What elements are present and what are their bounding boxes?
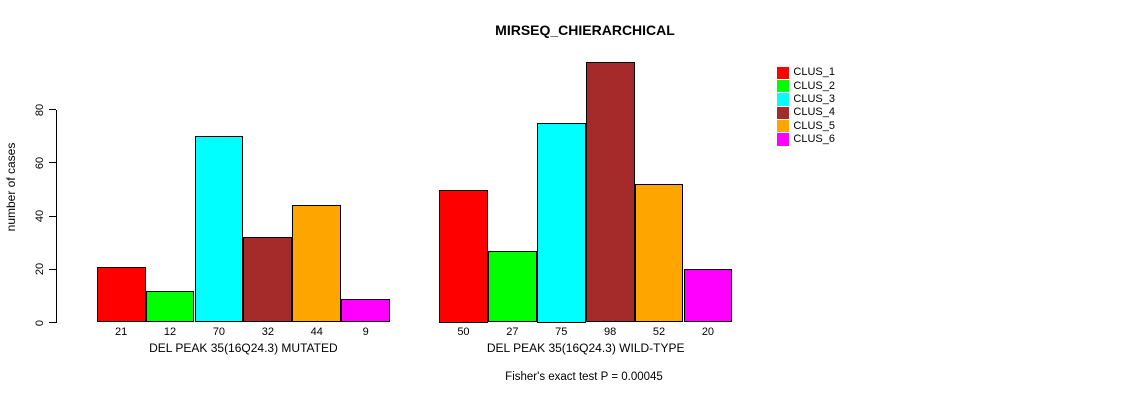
legend-item: CLUS_4: [777, 106, 835, 120]
bar-value-label: 9: [362, 326, 369, 338]
legend-color-swatch: [777, 79, 790, 93]
bar-value-label: 27: [506, 326, 519, 338]
bar-value-label: 98: [604, 326, 617, 338]
bar-value-label: 32: [261, 326, 274, 338]
y-tick-mark: [49, 162, 56, 164]
bar-value-label: 44: [310, 326, 323, 338]
y-tick-mark: [49, 109, 56, 111]
y-tick-label: 60: [34, 156, 46, 170]
bar-value-label: 50: [457, 326, 470, 338]
y-tick-mark: [49, 322, 56, 323]
y-tick-mark: [49, 268, 56, 270]
legend-item-label: CLUS_5: [793, 119, 835, 132]
legend-item-label: CLUS_6: [793, 133, 835, 146]
bar-clus_2: [487, 250, 537, 323]
chart-title: MIRSEQ_CHIERARCHICAL: [495, 22, 675, 38]
bar-clus_3: [536, 123, 586, 323]
x-group-label: DEL PEAK 35(16Q24.3) MUTATED: [149, 341, 338, 355]
y-tick-label: 20: [34, 263, 46, 276]
bar-value-label: 52: [652, 326, 666, 338]
bar-clus_1: [439, 189, 488, 323]
legend-color-swatch: [777, 93, 790, 106]
legend-color-swatch: [777, 133, 790, 146]
bar-clus_6: [683, 269, 733, 323]
bar-value-label: 75: [555, 326, 568, 338]
bar-clus_1: [96, 266, 146, 323]
y-tick-label: 80: [34, 103, 46, 116]
bar-value-label: 21: [115, 326, 128, 338]
legend-item: CLUS_2: [777, 79, 835, 93]
bar-clus_4: [243, 237, 293, 323]
legend-item-label: CLUS_4: [793, 106, 835, 119]
legend-item: CLUS_5: [777, 120, 835, 133]
legend-item: CLUS_6: [777, 133, 835, 146]
y-tick-mark: [49, 215, 56, 217]
fisher-test-annotation: Fisher's exact test P = 0.00045: [505, 371, 663, 383]
legend-color-swatch: [777, 106, 790, 120]
y-tick-label: 40: [34, 209, 46, 223]
bar-clus_5: [634, 184, 684, 323]
bar-clus_3: [194, 136, 244, 323]
legend-color-swatch: [777, 120, 790, 133]
bar-value-label: 70: [212, 326, 226, 338]
legend-item-label: CLUS_1: [793, 66, 835, 79]
y-axis-line: [56, 109, 57, 324]
legend-item-label: CLUS_2: [793, 79, 835, 92]
y-tick-label: 0: [34, 319, 46, 326]
legend-item: CLUS_1: [777, 66, 835, 79]
x-group-label: DEL PEAK 35(16Q24.3) WILD-TYPE: [486, 341, 685, 355]
legend-color-swatch: [777, 66, 790, 79]
bar-clus_5: [292, 205, 342, 323]
y-axis-label: number of cases: [4, 142, 18, 232]
legend-item-label: CLUS_3: [793, 92, 835, 105]
legend: CLUS_1 CLUS_2 CLUS_3 CLUS_4 CLUS_5 CLUS_6: [777, 66, 835, 146]
bar-clus_4: [585, 61, 635, 323]
bar-clus_6: [341, 298, 391, 323]
bar-value-label: 20: [701, 326, 715, 338]
legend-item: CLUS_3: [777, 93, 835, 106]
bar-value-label: 12: [163, 326, 177, 338]
bar-clus_2: [145, 290, 195, 323]
